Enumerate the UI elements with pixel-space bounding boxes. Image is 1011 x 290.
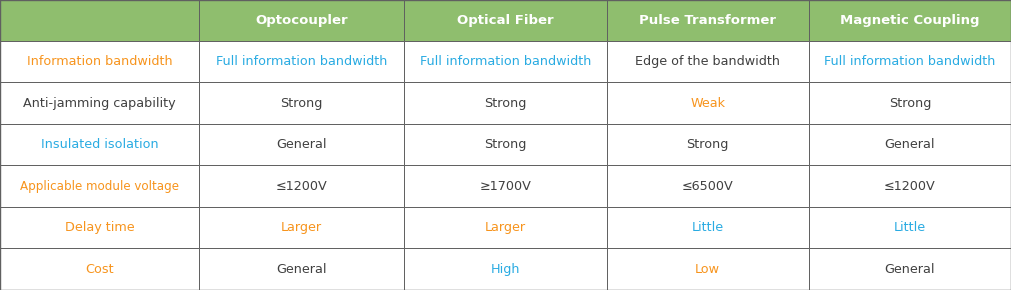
Bar [607,0,809,41]
Text: General: General [885,138,935,151]
Bar [0,249,199,290]
Bar [809,82,1011,124]
Bar [404,41,607,82]
Bar [404,165,607,207]
Text: High: High [490,263,521,276]
Bar [809,124,1011,165]
Text: Larger: Larger [485,221,526,234]
Text: Full information bandwidth: Full information bandwidth [824,55,996,68]
Bar [404,249,607,290]
Text: Full information bandwidth: Full information bandwidth [216,55,387,68]
Bar [607,124,809,165]
Text: Edge of the bandwidth: Edge of the bandwidth [635,55,780,68]
Bar [199,165,404,207]
Text: Strong: Strong [281,97,323,110]
Bar [199,41,404,82]
Bar [0,165,199,207]
Bar [199,249,404,290]
Text: Information bandwidth: Information bandwidth [26,55,173,68]
Bar [199,124,404,165]
Text: Cost: Cost [85,263,114,276]
Text: Insulated isolation: Insulated isolation [40,138,159,151]
Bar [199,0,404,41]
Text: Strong: Strong [889,97,931,110]
Text: ≥1700V: ≥1700V [479,180,532,193]
Text: ≤1200V: ≤1200V [884,180,936,193]
Bar [404,207,607,249]
Bar [607,207,809,249]
Text: Strong: Strong [484,138,527,151]
Text: Delay time: Delay time [65,221,134,234]
Bar [199,82,404,124]
Text: Low: Low [696,263,720,276]
Text: General: General [277,263,327,276]
Text: Larger: Larger [281,221,323,234]
Text: Anti-jamming capability: Anti-jamming capability [23,97,176,110]
Text: Pulse Transformer: Pulse Transformer [639,14,776,27]
Text: Strong: Strong [484,97,527,110]
Bar [607,165,809,207]
Text: Optical Fiber: Optical Fiber [457,14,554,27]
Bar [809,165,1011,207]
Text: Applicable module voltage: Applicable module voltage [20,180,179,193]
Bar [0,82,199,124]
Text: General: General [885,263,935,276]
Bar [0,124,199,165]
Bar [809,0,1011,41]
Bar [199,207,404,249]
Bar [809,207,1011,249]
Bar [607,249,809,290]
Bar [0,0,199,41]
Text: ≤1200V: ≤1200V [276,180,328,193]
Text: ≤6500V: ≤6500V [681,180,734,193]
Bar [404,0,607,41]
Text: Full information bandwidth: Full information bandwidth [420,55,591,68]
Bar [404,124,607,165]
Text: Optocoupler: Optocoupler [256,14,348,27]
Text: Little: Little [894,221,926,234]
Bar [404,82,607,124]
Bar [607,82,809,124]
Bar [0,207,199,249]
Text: Weak: Weak [691,97,725,110]
Text: General: General [277,138,327,151]
Text: Strong: Strong [686,138,729,151]
Bar [809,249,1011,290]
Text: Little: Little [692,221,724,234]
Bar [607,41,809,82]
Bar [0,41,199,82]
Text: Magnetic Coupling: Magnetic Coupling [840,14,980,27]
Bar [809,41,1011,82]
